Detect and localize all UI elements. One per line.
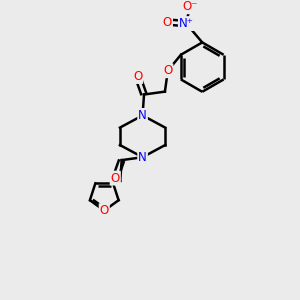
Text: N⁺: N⁺ xyxy=(179,17,194,30)
Text: O⁻: O⁻ xyxy=(182,0,197,13)
Text: N: N xyxy=(138,151,147,164)
Text: O: O xyxy=(100,204,109,217)
Text: N: N xyxy=(138,109,147,122)
Text: O: O xyxy=(163,16,172,28)
Text: O: O xyxy=(163,64,172,77)
Text: O: O xyxy=(133,70,142,83)
Text: O: O xyxy=(111,172,120,184)
